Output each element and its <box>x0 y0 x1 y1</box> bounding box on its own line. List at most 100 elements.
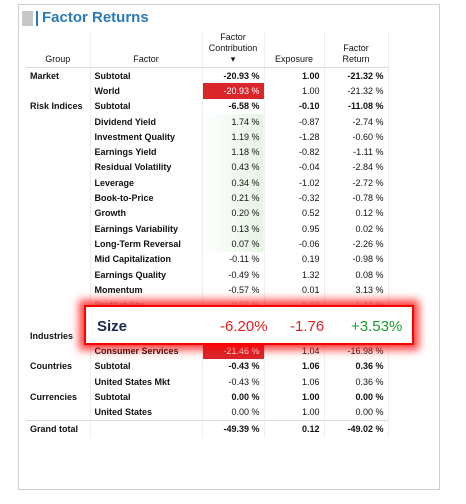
table-row: Mid Capitalization -0.11 % 0.19 -0.98 % <box>26 251 389 267</box>
value-cell: 1.00 <box>264 67 325 84</box>
table-row: Investment Quality 1.19 % -1.28 -0.60 % <box>26 129 389 145</box>
value-cell: -6.58 % <box>202 98 265 114</box>
factor-cell: Earnings Yield <box>90 144 203 160</box>
value-cell: -2.26 % <box>324 236 389 252</box>
value-cell: -11.08 % <box>324 98 389 114</box>
value-cell: 3.13 % <box>324 282 389 298</box>
value-cell: 0.02 % <box>324 220 389 237</box>
factor-cell: Book-to-Price <box>90 190 203 206</box>
value-cell: -20.93 % <box>202 83 265 99</box>
value-cell: -21.32 % <box>324 67 389 84</box>
column-header: Factor Return <box>324 32 389 68</box>
empty-cell <box>26 113 91 130</box>
value-cell: 0.52 <box>264 205 325 221</box>
value-cell: -21.32 % <box>324 83 389 99</box>
table-row: Momentum -0.57 % 0.01 3.13 % <box>26 282 389 298</box>
value-cell: -0.43 % <box>202 373 265 390</box>
panel <box>18 4 440 490</box>
value-cell: -0.06 <box>264 236 325 252</box>
value-cell: 0.34 % <box>202 175 265 191</box>
empty-cell <box>26 236 91 252</box>
table-row: United States Mkt -0.43 % 1.06 0.36 % <box>26 373 389 390</box>
empty-cell <box>26 266 91 283</box>
empty-cell <box>26 220 91 237</box>
factor-cell: United States Mkt <box>90 373 203 390</box>
title: Factor Returns <box>42 9 149 26</box>
column-header: Group <box>26 32 91 68</box>
value-cell: 0.13 % <box>202 220 265 237</box>
value-cell: 1.00 <box>264 389 325 405</box>
table-row: United States 0.00 % 1.00 0.00 % <box>26 404 389 421</box>
empty-cell <box>26 404 91 421</box>
value-cell: 1.00 <box>264 83 325 99</box>
value-cell: 0.00 % <box>324 389 389 405</box>
empty-cell <box>26 251 91 267</box>
value-cell: 1.32 <box>264 266 325 283</box>
group-cell: Currencies <box>26 389 91 405</box>
value-cell: -2.74 % <box>324 113 389 130</box>
empty-cell <box>26 159 91 176</box>
factor-cell: Consumer Services <box>90 343 203 359</box>
value-cell: -20.93 % <box>202 67 265 84</box>
value-cell: 0.01 <box>264 282 325 298</box>
empty-cell <box>26 205 91 221</box>
value-cell: -0.98 % <box>324 251 389 267</box>
value-cell: 0.95 <box>264 220 325 237</box>
value-cell: -49.02 % <box>324 419 389 438</box>
column-header: Exposure <box>264 32 325 68</box>
empty-cell <box>26 175 91 191</box>
group-cell: Countries <box>26 358 91 374</box>
factor-cell: United States <box>90 404 203 421</box>
value-cell: -1.02 <box>264 175 325 191</box>
factor-cell: Leverage <box>90 175 203 191</box>
table-row: Earnings Quality -0.49 % 1.32 0.08 % <box>26 266 389 283</box>
factor-cell: Earnings Quality <box>90 266 203 283</box>
value-cell: -16.98 % <box>324 343 389 359</box>
value-cell: -2.84 % <box>324 159 389 176</box>
factor-cell: Long-Term Reversal <box>90 236 203 252</box>
factor-cell: Subtotal <box>90 98 203 114</box>
value-cell: 1.06 <box>264 358 325 374</box>
value-cell: -0.43 % <box>202 358 265 374</box>
group-cell: Market <box>26 67 91 84</box>
value-cell: 0.12 <box>264 419 325 438</box>
value-cell: -0.60 % <box>324 129 389 145</box>
value-cell: -49.39 % <box>202 419 265 438</box>
factor-cell: World <box>90 83 203 99</box>
value-cell: 1.06 <box>264 373 325 390</box>
factor-cell: Investment Quality <box>90 129 203 145</box>
table-row: Consumer Services -21.46 % 1.04 -16.98 % <box>26 343 389 359</box>
highlight-return: +3.53% <box>351 318 403 335</box>
value-cell: 0.21 % <box>202 190 265 206</box>
empty-cell <box>26 129 91 145</box>
table-row: Earnings Yield 1.18 % -0.82 -1.11 % <box>26 144 389 160</box>
value-cell: -2.72 % <box>324 175 389 191</box>
table-row: Currencies Subtotal 0.00 % 1.00 0.00 % <box>26 389 389 405</box>
table-row: Earnings Variability 0.13 % 0.95 0.02 % <box>26 220 389 237</box>
table-row: Leverage 0.34 % -1.02 -2.72 % <box>26 175 389 191</box>
table-row: Dividend Yield 1.74 % -0.87 -2.74 % <box>26 113 389 130</box>
value-cell: 1.74 % <box>202 113 265 130</box>
factor-cell: Subtotal <box>90 67 203 84</box>
value-cell: -0.87 <box>264 113 325 130</box>
group-cell: Risk Indices <box>26 98 91 114</box>
panel-icon <box>22 11 33 26</box>
empty-cell <box>26 297 91 313</box>
empty-cell <box>90 419 203 438</box>
value-cell: -0.11 % <box>202 251 265 267</box>
value-cell: -0.82 <box>264 144 325 160</box>
column-header: Factor Contribution ▾ <box>202 32 265 68</box>
group-cell: Grand total <box>26 419 91 438</box>
value-cell: 0.36 % <box>324 358 389 374</box>
empty-cell <box>26 373 91 390</box>
value-cell: 0.00 % <box>202 404 265 421</box>
value-cell: -0.32 <box>264 190 325 206</box>
empty-cell <box>26 83 91 99</box>
value-cell: 0.36 % <box>324 373 389 390</box>
highlight-contribution: -6.20% <box>220 318 268 335</box>
empty-cell <box>26 190 91 206</box>
value-cell: -1.11 % <box>324 144 389 160</box>
table-row: Market Subtotal -20.93 % 1.00 -21.32 % <box>26 67 389 84</box>
value-cell: 0.00 % <box>324 404 389 421</box>
value-cell: 0.12 % <box>324 205 389 221</box>
